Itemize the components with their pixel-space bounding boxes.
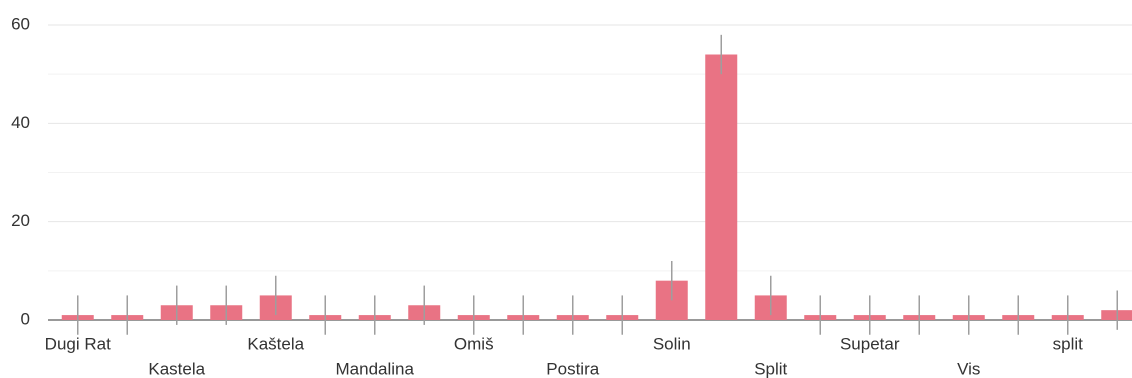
x-tick-label: Omiš <box>454 334 494 353</box>
x-tick-label: Solin <box>653 334 691 353</box>
x-tick-label: Kaštela <box>247 334 304 353</box>
x-tick-label: Dugi Rat <box>45 334 111 353</box>
y-tick-label: 20 <box>11 211 30 230</box>
x-tick-label: Mandalina <box>336 359 415 378</box>
x-tick-label: Kastela <box>148 359 205 378</box>
x-tick-label: Postira <box>546 359 599 378</box>
y-tick-label: 60 <box>11 14 30 33</box>
x-tick-label: Supetar <box>840 334 900 353</box>
x-tick-label: Split <box>754 359 787 378</box>
x-tick-label: split <box>1053 334 1084 353</box>
bar <box>705 54 738 320</box>
x-tick-label: Vis <box>957 359 980 378</box>
y-tick-label: 0 <box>21 309 30 328</box>
y-tick-label: 40 <box>11 113 30 132</box>
